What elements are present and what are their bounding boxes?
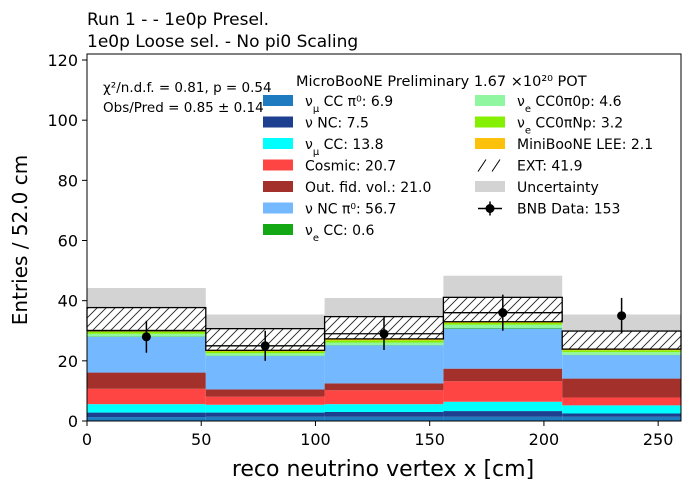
- stack-bar-2-bin-3: [443, 401, 563, 412]
- stack-bar-3-bin-1: [205, 396, 325, 405]
- legend-label-right-0: νe CC0π0p: 4.6: [517, 94, 622, 115]
- legend-label-left-6: νe CC: 0.6: [305, 223, 375, 244]
- stack-bar-3-bin-2: [324, 390, 444, 405]
- stack-bar-8-bin-4: [562, 350, 681, 353]
- x-tick-label-2: 100: [300, 430, 331, 449]
- y-tick-label-6: 120: [47, 51, 78, 70]
- stack-bar-1-bin-2: [324, 411, 444, 417]
- data-point-2: [379, 329, 389, 339]
- stack-bar-2-bin-2: [324, 404, 444, 412]
- legend-swatch-left-0: [263, 95, 293, 106]
- y-tick-label-2: 40: [58, 292, 78, 311]
- data-point-1: [260, 341, 270, 351]
- stack-bar-0-bin-2: [324, 416, 444, 421]
- legend-label-left-0: νμ CC π⁰: 6.9: [305, 94, 393, 115]
- uncertainty-band-bin-2: [324, 297, 444, 317]
- legend-hatch-a: [477, 159, 487, 172]
- ext-hatch-bin-0: [87, 307, 206, 331]
- legend-label-right-3: EXT: 41.9: [517, 159, 583, 175]
- stack-bar-4-bin-0: [87, 372, 206, 389]
- uncertainty-band-bin-0: [87, 288, 206, 308]
- legend-label-left-1: ν NC: 7.5: [305, 116, 369, 132]
- obs-pred-stat-text: Obs/Pred = 0.85 ± 0.14: [103, 100, 264, 116]
- stack-bar-1-bin-4: [562, 413, 681, 417]
- legend-hatch-b: [491, 159, 501, 172]
- legend-data-marker: [485, 204, 495, 213]
- plot-area: [86, 53, 682, 422]
- uncertainty-band-bin-1: [205, 314, 325, 329]
- stack-bar-1-bin-0: [87, 412, 206, 418]
- stack-bar-0-bin-0: [87, 417, 206, 421]
- preliminary-label: MicroBooNE Preliminary 1.67 ×10²⁰ POT: [296, 74, 587, 90]
- data-point-0: [141, 332, 151, 342]
- stack-bar-3-bin-0: [87, 388, 206, 405]
- uncertainty-band-bin-3: [443, 275, 563, 298]
- stack-bar-5-bin-2: [324, 345, 444, 384]
- x-axis-label: reco neutrino vertex x [cm]: [232, 457, 534, 482]
- stack-bar-0-bin-3: [443, 416, 563, 421]
- legend-swatch-left-3: [263, 159, 293, 171]
- legend-swatch-left-4: [263, 181, 293, 192]
- stack-bar-4-bin-3: [443, 368, 563, 382]
- plot-frame: [86, 53, 682, 422]
- y-tick-label-5: 100: [47, 111, 78, 130]
- stack-bar-7-bin-4: [562, 352, 681, 355]
- legend: νμ CC π⁰: 6.9ν NC: 7.5 νμ CC: 13.8Cosmic:…: [263, 94, 653, 244]
- legend-swatch-right-2: [475, 138, 505, 149]
- x-tick-label-5: 250: [643, 430, 674, 449]
- legend-swatch-left-2: [263, 138, 293, 149]
- x-tick-label-3: 150: [414, 430, 445, 449]
- legend-label-left-4: Out. fid. vol.: 21.0: [305, 180, 431, 196]
- x-tick-label-1: 50: [191, 430, 211, 449]
- stack-bar-4-bin-4: [562, 378, 681, 398]
- x-tick-label-4: 200: [529, 430, 560, 449]
- stack-bar-2-bin-0: [87, 404, 206, 413]
- stack-bar-2-bin-1: [205, 404, 325, 413]
- legend-label-left-2: νμ CC: 13.8: [305, 137, 384, 158]
- stack-bar-0-bin-1: [205, 416, 325, 421]
- stack-bar-4-bin-2: [324, 383, 444, 391]
- legend-swatch-left-6: [263, 224, 293, 235]
- x-tick-label-0: 0: [82, 430, 92, 449]
- stack-bar-3-bin-3: [443, 381, 563, 402]
- chi2-stat-text: χ²/n.d.f. = 0.81, p = 0.54: [103, 80, 272, 96]
- legend-swatch-uncertainty: [475, 181, 505, 192]
- data-point-3: [498, 308, 508, 318]
- chart-title-line-2: 1e0p Loose sel. - No pi0 Scaling: [87, 32, 358, 52]
- y-axis-label: Entries / 52.0 cm: [8, 155, 32, 325]
- legend-swatch-right-0: [475, 95, 505, 106]
- legend-swatch-left-1: [263, 116, 293, 128]
- stack-bar-1-bin-1: [205, 412, 325, 417]
- stack-bar-4-bin-1: [205, 389, 325, 397]
- legend-label-right-2: MiniBooNE LEE: 2.1: [517, 137, 653, 153]
- chart-title-line-1: Run 1 - - 1e0p Presel.: [87, 10, 269, 30]
- band-overlay-bin-4: [562, 331, 681, 349]
- data-point-4: [617, 311, 627, 321]
- y-tick-label-4: 80: [58, 171, 78, 190]
- y-tick-label-1: 20: [58, 352, 78, 371]
- ext-hatch-bin-4: [562, 331, 681, 350]
- legend-label-right-5: BNB Data: 153: [517, 202, 620, 218]
- stack-bar-5-bin-4: [562, 355, 681, 379]
- legend-label-right-4: Uncertainty: [517, 180, 599, 196]
- stack-bar-3-bin-4: [562, 397, 681, 406]
- stack-bar-2-bin-4: [562, 405, 681, 414]
- legend-swatch-left-5: [263, 202, 293, 214]
- stack-bar-0-bin-4: [562, 416, 681, 421]
- legend-label-left-5: ν NC π⁰: 56.7: [305, 202, 396, 218]
- y-tick-label-3: 60: [58, 232, 78, 251]
- y-tick-label-0: 0: [68, 412, 78, 431]
- stack-bar-1-bin-3: [443, 411, 563, 417]
- stack-bar-5-bin-1: [205, 356, 325, 390]
- legend-label-right-1: νe CC0πNp: 3.2: [517, 116, 623, 137]
- legend-label-left-3: Cosmic: 20.7: [305, 159, 396, 175]
- axis-ticks: 0 50 100 150 200 250 0 20 40 60 80 100 120: [47, 51, 673, 449]
- stack-bar-5-bin-3: [443, 328, 563, 369]
- legend-swatch-right-1: [475, 116, 505, 128]
